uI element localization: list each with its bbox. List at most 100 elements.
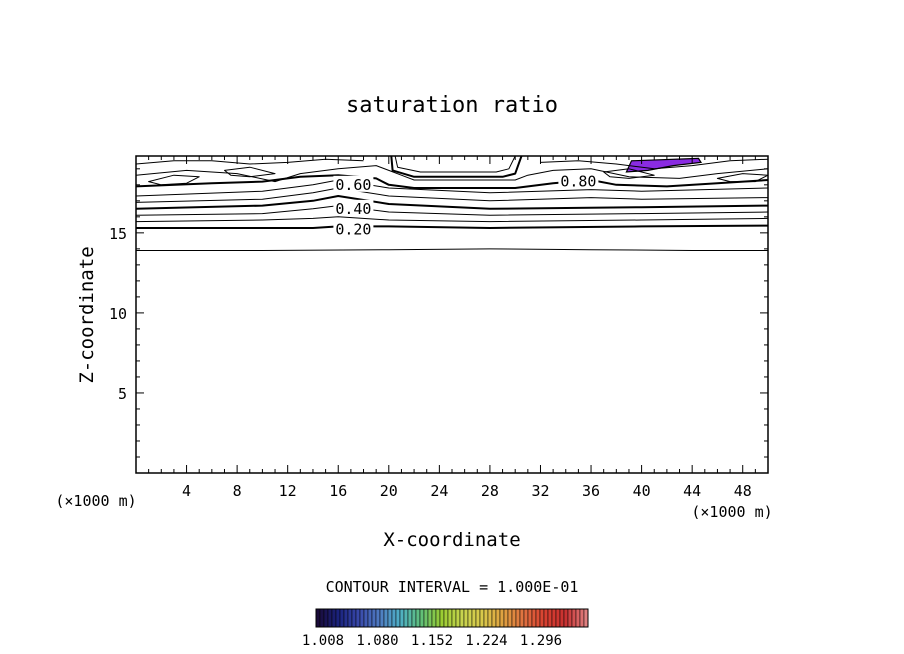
contour-label: 0.80	[560, 173, 596, 191]
colorbar-cell	[379, 608, 385, 628]
y-tick-label: 5	[118, 385, 127, 403]
plot-frame	[135, 155, 769, 474]
contour-label-bg	[333, 220, 374, 237]
x-tick-label: 20	[380, 482, 398, 500]
y-axis-label: Z-coordinate	[76, 246, 98, 383]
colorbar-cell	[495, 608, 501, 628]
colorbar-cell	[451, 608, 457, 628]
colorbar-cell	[423, 608, 429, 628]
contour-line	[136, 195, 768, 210]
contour-label-bg	[333, 199, 374, 216]
colorbar-cell	[491, 608, 497, 628]
colorbar-cell	[367, 608, 373, 628]
colorbar-cell	[535, 608, 541, 628]
colorbar-cell	[443, 608, 449, 628]
colorbar-cell	[315, 608, 321, 628]
colorbar-tick-label: 1.152	[411, 633, 453, 649]
x-unit-left: (×1000 m)	[55, 492, 136, 510]
colorbar-cell	[351, 608, 357, 628]
colorbar-tick-label: 1.080	[356, 633, 398, 649]
colorbar-cell	[419, 608, 425, 628]
colorbar-cell	[335, 608, 341, 628]
closed-contour	[148, 174, 200, 186]
colorbar-cell	[395, 608, 401, 628]
colorbar-cell	[387, 608, 393, 628]
colorbar-cell	[435, 608, 441, 628]
colorbar-tick-label: 1.008	[302, 633, 344, 649]
x-tick-label: 36	[582, 482, 600, 500]
contour-label-bg	[333, 175, 374, 192]
colorbar-cell	[455, 608, 461, 628]
colorbar-cell	[383, 608, 389, 628]
colorbar-frame	[315, 608, 589, 628]
contour-label: 0.40	[335, 200, 371, 218]
colorbar-cell	[503, 608, 509, 628]
colorbar-cell	[539, 608, 545, 628]
x-tick-label: 12	[279, 482, 297, 500]
x-tick-label: 40	[633, 482, 651, 500]
colorbar-cell	[507, 608, 513, 628]
colorbar-tick-label: 1.224	[465, 633, 507, 649]
colorbar-cell	[347, 608, 353, 628]
colorbar-cell	[331, 608, 337, 628]
colorbar-cell	[479, 608, 485, 628]
contour-line	[136, 187, 768, 203]
colorbar-cell	[471, 608, 477, 628]
colorbar-cell	[475, 608, 481, 628]
colorbar-cell	[323, 608, 329, 628]
colorbar-cell	[555, 608, 561, 628]
contour-label: 0.60	[335, 176, 371, 194]
colorbar-cell	[359, 608, 365, 628]
x-tick-label: 44	[683, 482, 701, 500]
x-tick-label: 32	[531, 482, 549, 500]
colorbar-cell	[515, 608, 521, 628]
y-tick-label: 15	[109, 225, 127, 243]
colorbar-cell	[483, 608, 489, 628]
colorbar: 1.008 1.080 1.152 1.224 1.296	[302, 608, 589, 649]
colorbar-cell	[527, 608, 533, 628]
y-tick-label: 10	[109, 305, 127, 323]
colorbar-cell	[575, 608, 581, 628]
contour-line	[136, 179, 768, 197]
contour-group: 0.60 0.80 0.40 0.20	[136, 156, 768, 251]
colorbar-cell	[583, 608, 589, 628]
x-tick-label: 48	[734, 482, 752, 500]
closed-contour	[603, 168, 655, 179]
colorbar-cell	[327, 608, 333, 628]
x-tick-label: 4	[182, 482, 191, 500]
colorbar-cell	[563, 608, 569, 628]
plot-area: 0.60 0.800.400.204 8 12 16 20 24 28 32 36 40 44 4851…	[109, 155, 769, 500]
contour-line	[394, 156, 516, 173]
x-unit-right: (×1000 m)	[691, 503, 772, 521]
colorbar-cell	[447, 608, 453, 628]
colorbar-cell	[339, 608, 345, 628]
x-axis-label: X-coordinate	[383, 529, 520, 551]
contour-line	[390, 156, 523, 178]
x-tick-label: 28	[481, 482, 499, 500]
x-tick-label: 16	[329, 482, 347, 500]
colorbar-cell	[363, 608, 369, 628]
contour-line	[136, 174, 768, 189]
colorbar-cell	[567, 608, 573, 628]
contour-line	[540, 158, 768, 170]
colorbar-cell	[427, 608, 433, 628]
filled-contour-region	[625, 157, 703, 173]
x-tick-label: 24	[430, 482, 448, 500]
colorbar-cell	[375, 608, 381, 628]
colorbar-cell	[467, 608, 473, 628]
colorbar-tick-label: 1.296	[520, 633, 562, 649]
colorbar-cell	[391, 608, 397, 628]
colorbar-cell	[523, 608, 529, 628]
colorbar-cell	[355, 608, 361, 628]
contour-line	[136, 248, 768, 251]
colorbar-cell	[499, 608, 505, 628]
colorbar-cell	[543, 608, 549, 628]
colorbar-cell	[487, 608, 493, 628]
colorbar-cell	[547, 608, 553, 628]
colorbar-cell	[551, 608, 557, 628]
colorbar-cell	[459, 608, 465, 628]
colorbar-cell	[571, 608, 577, 628]
colorbar-cell	[319, 608, 325, 628]
x-tick-label: 8	[233, 482, 242, 500]
